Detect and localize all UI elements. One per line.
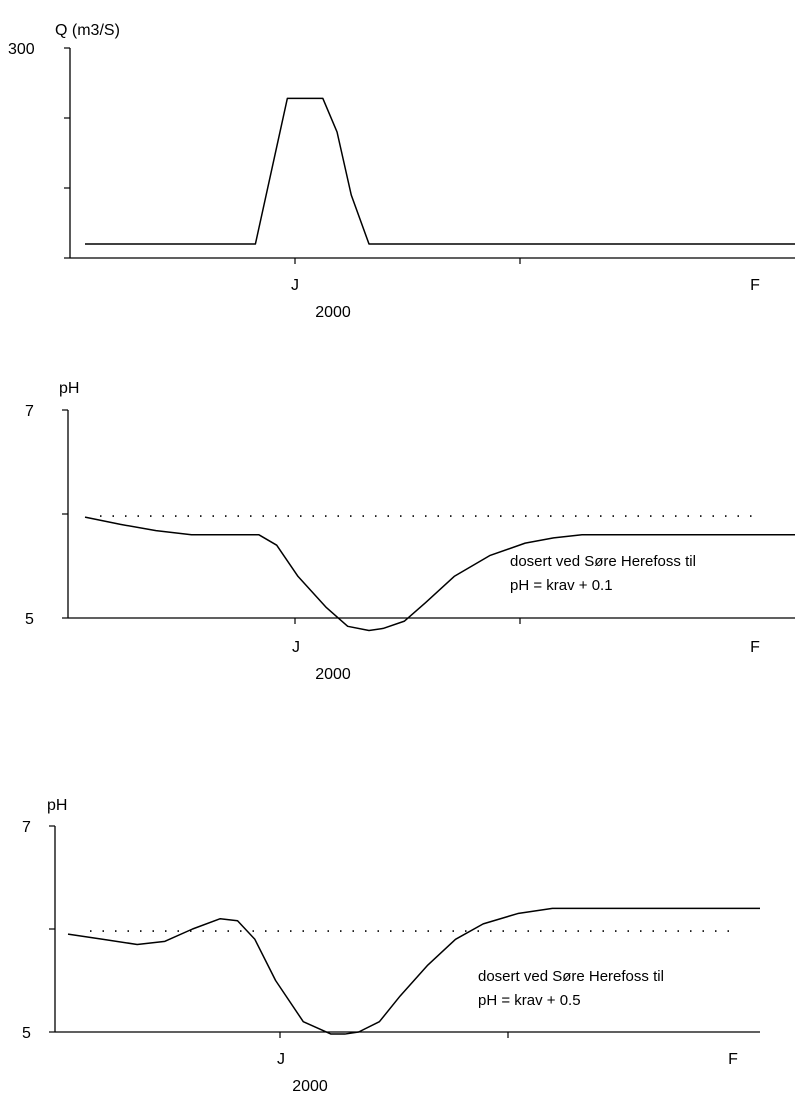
y-axis-label: pH	[59, 380, 79, 397]
chart-panel-2: 7 5 pH J F 2000 dosert ved Søre Herefoss til pH…	[25, 380, 795, 683]
x-tick-label: J	[277, 1051, 285, 1068]
series-line	[84, 516, 795, 632]
x-tick-label: J	[291, 277, 299, 294]
chart-panel-3: 7 5 pH J F 2000 dosert ved Søre Herefoss til pH…	[22, 797, 760, 1095]
x-tick-label: F	[750, 277, 760, 294]
chart-annotation: dosert ved Søre Herefoss til	[478, 968, 664, 985]
y-tick-label: 300	[8, 41, 35, 58]
x-tick-label: F	[750, 639, 760, 656]
chart-annotation: pH = krav + 0.5	[478, 992, 581, 1009]
chart-panel-1: 300 Q (m3/S) J F 2000	[8, 22, 795, 321]
y-axis-label: Q (m3/S)	[55, 22, 120, 39]
x-tick-label: F	[728, 1051, 738, 1068]
y-tick-label: 7	[25, 403, 34, 420]
y-tick-label: 5	[25, 611, 34, 628]
x-year-label: 2000	[315, 666, 351, 683]
y-axis-label: pH	[47, 797, 67, 814]
series-line	[67, 907, 760, 1035]
y-tick-label: 5	[22, 1025, 31, 1042]
chart-annotation: pH = krav + 0.1	[510, 577, 613, 594]
x-year-label: 2000	[292, 1078, 328, 1095]
series-line	[85, 97, 795, 245]
y-tick-label: 7	[22, 819, 31, 836]
x-tick-label: J	[292, 639, 300, 656]
chart-annotation: dosert ved Søre Herefoss til	[510, 553, 696, 570]
x-year-label: 2000	[315, 304, 351, 321]
